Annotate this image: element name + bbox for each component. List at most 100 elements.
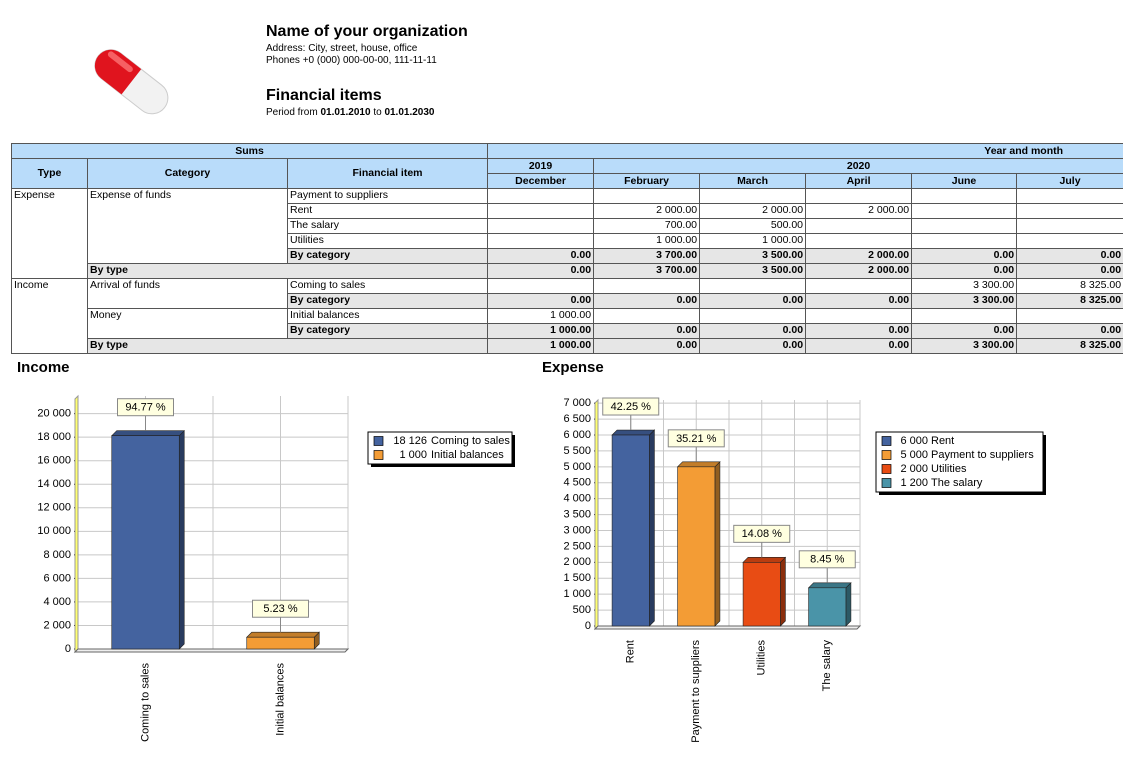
phones: Phones +0 (000) 000-00-00, 111-11-11	[266, 55, 437, 66]
legend-label: Coming to sales	[431, 435, 510, 447]
total-row: By type 0.00 3 700.00 3 500.00 2 000.00 0.00 0…	[12, 263, 1123, 279]
legend-label: Payment to suppliers	[931, 449, 1034, 461]
report-title: Financial items	[266, 87, 382, 104]
bar-top	[246, 631, 320, 638]
value-cell: 1 000.00	[487, 338, 595, 354]
subtotal-label: By category	[286, 323, 489, 339]
axis-floor	[73, 648, 350, 653]
y-tick-label: 1 000	[563, 588, 591, 600]
header-cell: Category	[87, 158, 288, 189]
bar	[111, 435, 180, 650]
percent-label: 94.77 %	[125, 402, 166, 414]
x-tick-label: Rent	[625, 640, 637, 663]
value-cell: 2 000.00	[805, 263, 913, 279]
header-cell: Year and month	[487, 143, 1123, 159]
organization: Name of your organization	[266, 23, 468, 40]
value-cell: 0.00	[487, 263, 595, 279]
month-cell: June	[911, 173, 1018, 189]
legend-swatch	[373, 450, 384, 460]
legend-value: 18 126	[393, 435, 427, 447]
y-tick-label: 3 500	[563, 508, 591, 520]
legend-value: 6 000	[900, 435, 928, 447]
callout-box	[733, 524, 791, 543]
y-tick-label: 5 000	[563, 461, 591, 473]
legend-swatch	[881, 478, 892, 488]
legend-label: Initial balances	[431, 449, 504, 461]
legend-swatch	[881, 450, 892, 460]
axis-wall	[594, 398, 599, 631]
subtotal-row: By category 0.00 0.00 0.00 0.00 3 300.00 8 325…	[12, 293, 1123, 309]
header-row: Type Category Financial item 2019 2020	[11, 158, 1123, 189]
legend-value: 1 000	[399, 449, 427, 461]
period-middle: to	[373, 107, 382, 118]
period-start: 01.01.2010	[320, 107, 371, 118]
y-tick-label: 1 500	[563, 572, 591, 584]
chart-title: Income	[17, 359, 70, 376]
legend-label: Utilities	[931, 463, 967, 475]
header-cell: Type	[11, 158, 88, 189]
item-row: Rent 2 000.00 2 000.00 2 000.00	[12, 203, 1123, 219]
percent-label: 5.23 %	[263, 603, 297, 615]
value-cell: 8 325.00	[1016, 293, 1123, 309]
total-label: By type	[86, 263, 489, 279]
item-row: The salary 700.00 500.00	[12, 218, 1123, 234]
total-row: By type 1 000.00 0.00 0.00 0.00 3 300.00 8 325…	[12, 338, 1123, 354]
header-row: December February March April June July	[12, 173, 1123, 189]
category-cell: Money	[87, 308, 288, 339]
legend-box	[875, 431, 1044, 493]
callout-box	[252, 599, 309, 618]
value-cell: 3 300.00	[911, 338, 1018, 354]
address: Address: City, street, house, office	[266, 43, 418, 54]
bar	[677, 466, 716, 627]
y-tick-label: 5 500	[563, 445, 591, 457]
y-tick-label: 6 000	[43, 572, 71, 584]
period-end: 01.01.2030	[384, 107, 435, 118]
item-row: Utilities 1 000.00 1 000.00	[12, 233, 1123, 249]
value-cell: 0.00	[699, 338, 807, 354]
subtotal-row: By category 1 000.00 0.00 0.00 0.00 0.00 0.00	[12, 323, 1123, 339]
value-cell: 0.00	[593, 338, 701, 354]
x-tick-label: Coming to sales	[139, 663, 151, 742]
type-cell: Expense	[11, 188, 88, 279]
callout-box	[602, 397, 660, 416]
subtotal-label: By category	[286, 248, 489, 264]
callout-box	[798, 550, 856, 569]
legend-value: 5 000	[900, 449, 928, 461]
bar	[742, 562, 781, 627]
legend-label: The salary	[931, 477, 983, 489]
y-tick-label: 8 000	[43, 549, 71, 561]
x-tick-label: Initial balances	[274, 663, 286, 736]
y-tick-label: 12 000	[37, 502, 71, 514]
value-cell: 0.00	[1016, 263, 1123, 279]
bar-top	[111, 430, 185, 437]
y-tick-label: 2 000	[563, 556, 591, 568]
callout-box	[117, 398, 174, 417]
y-tick-label: 10 000	[37, 525, 71, 537]
y-tick-label: 500	[573, 604, 591, 616]
bar-side	[845, 582, 852, 627]
y-tick-label: 14 000	[37, 478, 71, 490]
logo	[94, 49, 169, 115]
value-cell: 3 300.00	[911, 293, 1018, 309]
y-tick-label: 16 000	[37, 455, 71, 467]
bar	[611, 434, 650, 627]
period: Period from 01.01.2010 to 01.01.2030	[266, 107, 435, 118]
legend-value: 2 000	[900, 463, 928, 475]
callout-box	[667, 429, 725, 448]
axis-wall	[74, 394, 79, 654]
category-cell: Expense of funds	[87, 188, 288, 264]
report-table: Sums Year and month Type Category Financial …	[10, 143, 1123, 354]
y-tick-label: 20 000	[37, 408, 71, 420]
legend-box	[367, 431, 513, 465]
x-tick-label: Utilities	[756, 640, 768, 676]
bar-top	[676, 461, 721, 468]
header-cell: Financial item	[286, 158, 489, 189]
bar	[246, 636, 315, 650]
year-cell: 2020	[593, 158, 1123, 174]
bar-side	[649, 429, 655, 627]
value-cell: 0.00	[1016, 323, 1123, 339]
bar-side	[714, 461, 721, 627]
y-tick-label: 2 500	[563, 540, 591, 552]
value-cell: 0.00	[805, 293, 913, 309]
